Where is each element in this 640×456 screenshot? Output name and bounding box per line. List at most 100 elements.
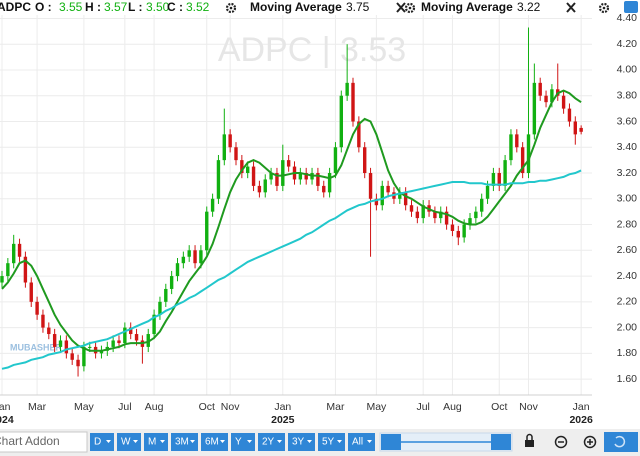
range-button-bg xyxy=(258,433,285,451)
candle-body xyxy=(193,250,197,264)
candle-body xyxy=(433,211,437,219)
candle-body xyxy=(515,134,519,148)
moving-average-line xyxy=(1,89,582,352)
candle-body xyxy=(286,160,291,167)
slider-handle[interactable] xyxy=(381,434,401,450)
candle-body xyxy=(64,340,69,354)
candle-body xyxy=(175,263,180,277)
ohlc-label: C : xyxy=(167,0,183,14)
candle-body xyxy=(409,205,414,212)
y-tick-label: 2.20 xyxy=(617,296,638,308)
y-tick-label: 4.00 xyxy=(617,64,638,76)
candle-body xyxy=(351,82,355,122)
candle-body xyxy=(503,160,507,186)
candle-body xyxy=(251,166,256,186)
candle-body xyxy=(17,243,22,257)
close-icon[interactable] xyxy=(396,2,406,13)
range-button-label: W xyxy=(121,437,131,448)
x-tick-label: Jan xyxy=(274,401,291,413)
candle-body xyxy=(526,134,531,174)
candle-body xyxy=(462,224,466,238)
candle-body xyxy=(199,250,203,264)
ohlc-value: 3.50 xyxy=(146,0,170,14)
y-tick-label: 3.20 xyxy=(617,167,638,179)
range-button-label: M xyxy=(148,437,156,448)
x-tick-label: Jan xyxy=(573,401,590,413)
zoom-out-icon[interactable] xyxy=(554,435,568,449)
range-button[interactable]: D xyxy=(90,433,114,451)
x-tick-label: Jan xyxy=(0,401,11,413)
close-icon[interactable] xyxy=(566,2,576,13)
settings-icon[interactable] xyxy=(404,2,416,14)
x-tick-label: Mar xyxy=(326,401,345,413)
lock-icon[interactable] xyxy=(525,433,534,448)
candle-body xyxy=(6,263,10,277)
candle-body xyxy=(129,327,133,335)
candle-body xyxy=(497,173,501,186)
y-tick-label: 3.80 xyxy=(617,90,638,102)
range-button[interactable]: W xyxy=(117,433,141,451)
range-button-bg xyxy=(144,433,168,451)
candle-body xyxy=(298,173,303,180)
candle-body xyxy=(444,211,449,225)
addon-input[interactable] xyxy=(0,431,88,453)
candle-body xyxy=(386,185,390,193)
range-button[interactable]: 5Y xyxy=(318,433,345,451)
legend-name: Moving Average xyxy=(250,0,342,14)
candle-body xyxy=(269,173,273,180)
range-button[interactable]: 6M xyxy=(201,433,228,451)
x-year-label: 2026 xyxy=(569,414,593,426)
candle-body xyxy=(111,340,115,347)
x-tick-label: Nov xyxy=(221,401,240,413)
candle-body xyxy=(544,95,548,103)
candle-body xyxy=(181,256,186,264)
candle-body xyxy=(403,192,408,206)
refresh-button[interactable] xyxy=(604,432,638,452)
range-button-label: D xyxy=(94,437,101,448)
candle-body xyxy=(532,82,537,135)
candle-body xyxy=(439,211,443,219)
settings-icon[interactable] xyxy=(598,2,610,14)
x-tick-label: May xyxy=(366,401,387,413)
candle-body xyxy=(52,334,57,347)
candle-body xyxy=(363,147,367,174)
range-button[interactable]: 3M xyxy=(171,433,198,451)
addon-placeholder: Chart Addon xyxy=(0,434,60,448)
candle-body xyxy=(281,160,285,186)
y-tick-label: 4.20 xyxy=(617,38,638,50)
dropdown-arrow xyxy=(133,440,138,443)
x-tick-label: Jul xyxy=(118,401,131,413)
y-tick-label: 2.00 xyxy=(617,321,638,333)
candle-body xyxy=(339,95,343,148)
x-tick-label: Oct xyxy=(199,401,215,413)
zoom-in-icon[interactable] xyxy=(583,435,597,449)
slider-handle[interactable] xyxy=(491,434,511,450)
candle-body xyxy=(0,276,4,283)
settings-icon[interactable] xyxy=(225,2,237,14)
menu-button[interactable] xyxy=(624,1,638,13)
y-tick-label: 1.80 xyxy=(617,347,638,359)
dropdown-arrow xyxy=(190,440,195,443)
x-tick-label: Jul xyxy=(416,401,429,413)
candle-body xyxy=(117,340,121,344)
candle-body xyxy=(380,185,384,206)
candle-body xyxy=(322,185,326,193)
candle-body xyxy=(374,198,379,206)
candle-body xyxy=(76,359,80,367)
range-button[interactable]: M xyxy=(144,433,168,451)
range-button[interactable]: 2Y xyxy=(258,433,285,451)
x-year-label: 2025 xyxy=(271,414,295,426)
y-tick-label: 2.80 xyxy=(617,218,638,230)
dropdown-arrow xyxy=(367,440,372,443)
candle-body xyxy=(88,346,92,348)
candle-body xyxy=(468,218,472,225)
range-button[interactable]: All xyxy=(348,433,375,451)
candle-body xyxy=(327,173,332,193)
candle-body xyxy=(561,95,566,109)
candle-body xyxy=(222,134,226,161)
y-tick-label: 3.40 xyxy=(617,141,638,153)
symbol: ADPC xyxy=(0,0,31,14)
range-button[interactable]: 3Y xyxy=(288,433,315,451)
range-button[interactable]: Y xyxy=(231,433,255,451)
